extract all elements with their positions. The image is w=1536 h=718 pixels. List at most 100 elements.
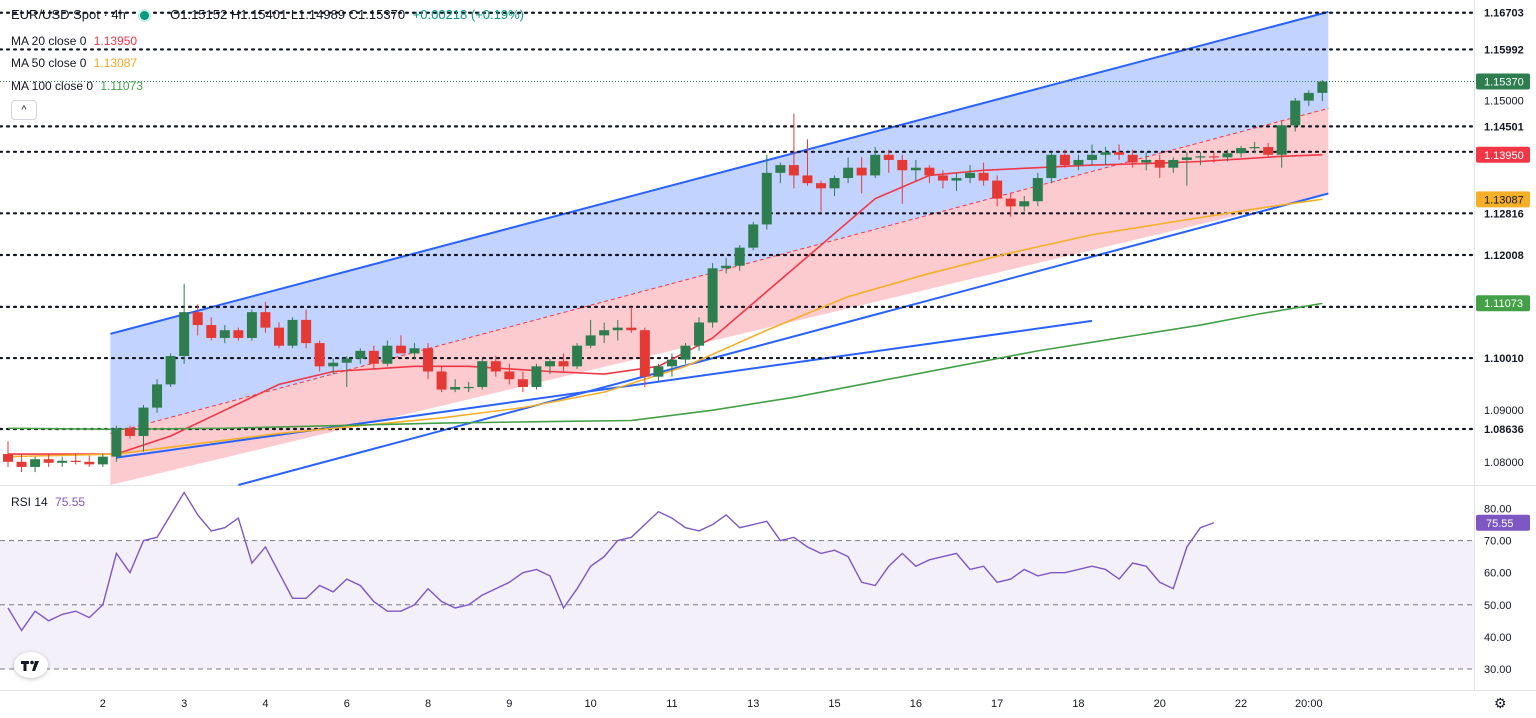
candle-body: [355, 350, 366, 359]
price-level-label: 1.12816: [1484, 208, 1524, 220]
candle-body: [639, 330, 650, 377]
candle-body: [97, 456, 108, 465]
rsi-tick-label: 80.00: [1484, 503, 1512, 515]
candle-body: [1208, 156, 1219, 158]
ma100-legend[interactable]: MA 100 close 0 1.11073: [11, 79, 143, 93]
candle-body: [1168, 159, 1179, 168]
market-open-icon: [139, 11, 149, 21]
candle-body: [788, 165, 799, 176]
candle-body: [260, 312, 271, 328]
price-level-badge: [1476, 118, 1530, 135]
candle-body: [1249, 147, 1260, 149]
price-tick-label: 1.08000: [1484, 457, 1524, 469]
candle-body: [341, 358, 352, 363]
rsi-tick-label: 70.00: [1484, 536, 1512, 548]
candle-body: [111, 428, 122, 457]
price-badge-label: 1.11073: [1484, 298, 1523, 310]
symbol-title[interactable]: EUR/USD Spot · 4h: [11, 7, 126, 22]
candle-body: [1114, 152, 1125, 155]
rsi-line: [7, 491, 1215, 632]
candle-body: [1303, 92, 1314, 101]
candle-body: [504, 371, 515, 380]
tradingview-logo-icon[interactable]: [14, 652, 48, 678]
candle-body: [572, 345, 583, 367]
rsi-tick-label: 40.00: [1484, 632, 1512, 644]
price-tick-label: 1.15000: [1484, 96, 1524, 108]
candle-body: [1236, 148, 1247, 154]
ma20-line: [8, 153, 1323, 455]
chevron-up-icon[interactable]: ^: [11, 100, 37, 120]
time-tick-label: 8: [425, 698, 431, 710]
candle-body: [206, 325, 217, 338]
price-level-badge: [1476, 205, 1530, 222]
candle-body: [1005, 198, 1016, 207]
candle-body: [1141, 159, 1152, 163]
time-tick-label: 9: [506, 698, 512, 710]
candle-body: [124, 428, 135, 436]
rsi-legend[interactable]: RSI 14 75.55: [11, 495, 85, 509]
channel-lower-line: [238, 192, 1329, 486]
rsi-value: 75.55: [55, 495, 86, 509]
candle-body: [1073, 159, 1084, 166]
candle-body: [1317, 81, 1328, 93]
candle-body: [16, 461, 27, 467]
ma50-label: MA 50 close 0: [11, 56, 87, 70]
candle-body: [1046, 154, 1057, 179]
ma100-label: MA 100 close 0: [11, 79, 94, 93]
ma50-legend[interactable]: MA 50 close 0 1.13087: [11, 56, 137, 70]
candle-body: [30, 459, 41, 467]
candle-body: [1181, 157, 1192, 160]
candle-body: [612, 327, 623, 331]
channel-mid-line: [110, 107, 1329, 434]
candle-body: [870, 154, 881, 176]
time-tick-label: 20:00: [1295, 698, 1323, 710]
time-tick-label: 16: [910, 698, 922, 710]
price-level-badge: [1476, 420, 1530, 437]
candle-body: [599, 330, 610, 336]
gear-icon[interactable]: ⚙: [1494, 695, 1507, 711]
candle-body: [883, 154, 894, 160]
candle-body: [517, 379, 528, 387]
ma100-value: 1.11073: [100, 79, 143, 93]
candle-body: [653, 366, 664, 377]
candle-body: [1290, 100, 1301, 126]
candle-body: [1032, 178, 1043, 202]
time-tick-label: 17: [991, 698, 1003, 710]
candle-body: [409, 348, 420, 354]
candle-body: [626, 327, 637, 331]
price-level-label: 1.15992: [1484, 44, 1524, 56]
candle-body: [328, 362, 339, 367]
price-badge: [1476, 146, 1530, 163]
price-badge-label: 1.15370: [1484, 77, 1524, 89]
candle-body: [1127, 154, 1138, 163]
price-level-badge: [1476, 246, 1530, 263]
price-level-label: 1.16703: [1484, 8, 1524, 20]
candle-body: [694, 322, 705, 346]
ma50-line: [7, 198, 1323, 458]
candle-body: [490, 361, 501, 372]
channel-upper-line: [110, 10, 1329, 335]
candle-body: [829, 178, 840, 189]
candle-body: [192, 312, 203, 326]
candle-body: [856, 167, 867, 176]
candle-body: [761, 172, 772, 225]
time-tick-label: 10: [585, 698, 597, 710]
candle-body: [531, 366, 542, 387]
candle-body: [436, 371, 447, 390]
time-tick-label: 15: [828, 698, 840, 710]
time-tick-label: 22: [1235, 698, 1247, 710]
candle-body: [1195, 156, 1206, 158]
rsi-badge-label: 75.55: [1486, 518, 1514, 530]
ma20-legend[interactable]: MA 20 close 0 1.13950: [11, 34, 137, 48]
candle-body: [463, 386, 474, 389]
candle-body: [477, 361, 488, 387]
candle-body: [924, 167, 935, 176]
time-tick-label: 13: [747, 698, 759, 710]
price-badge: [1476, 191, 1530, 208]
candle-body: [395, 345, 406, 354]
candle-body: [558, 361, 569, 367]
candle-body: [707, 268, 718, 323]
candle-body: [680, 345, 691, 360]
